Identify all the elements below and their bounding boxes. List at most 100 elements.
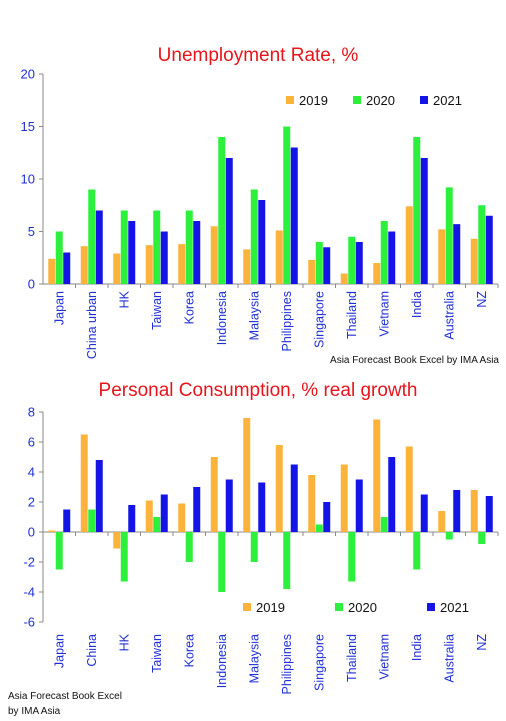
bar-2021 (388, 231, 396, 284)
bar-2021 (193, 221, 201, 284)
bar-2019 (308, 259, 316, 284)
bar-2021 (420, 158, 428, 284)
category-label: Australia (442, 634, 456, 683)
y-tick-label: 4 (28, 465, 35, 480)
unemployment-chart: Unemployment Rate, % 0 5 10 15 20 Japan China… (21, 45, 500, 366)
category-label: Vietnam (377, 291, 391, 337)
legend-swatch-2020 (353, 96, 361, 104)
category-label: China (85, 634, 99, 667)
bar-2020 (185, 532, 193, 562)
bar-2021 (355, 479, 363, 532)
legend-swatch-2020 (335, 603, 343, 611)
bar-2021 (193, 487, 201, 532)
consumption-chart: Personal Consumption, % real growth -6 -4… (8, 380, 499, 717)
bar-2021 (420, 494, 428, 532)
bar-2019 (405, 446, 413, 532)
bar-2020 (315, 524, 323, 532)
bar-2021 (388, 457, 396, 532)
bar-2019 (48, 258, 56, 284)
y-tick-label: 6 (28, 435, 35, 450)
category-label: China urban (85, 291, 99, 359)
legend-swatch-2021 (427, 603, 435, 611)
bar-2020 (445, 532, 453, 540)
y-tick-label: -2 (23, 555, 35, 570)
bar-2020 (250, 189, 258, 284)
legend-swatch-2019 (243, 603, 251, 611)
bar-2019 (470, 238, 478, 284)
category-label: Australia (442, 291, 456, 340)
bar-2019 (470, 490, 478, 532)
category-label: Indonesia (215, 634, 229, 688)
bar-2021 (63, 509, 71, 532)
bar-2020 (283, 532, 291, 589)
bar-2020 (153, 517, 161, 532)
bar-2020 (185, 210, 193, 284)
bar-2019 (145, 500, 153, 532)
legend-label-2020: 2020 (366, 93, 395, 108)
bar-2020 (55, 231, 63, 284)
bar-2019 (243, 418, 251, 532)
bar-2020 (283, 126, 291, 284)
bar-2020 (120, 210, 128, 284)
bar-2019 (113, 532, 121, 549)
bar-2020 (478, 532, 486, 544)
bar-2021 (355, 242, 363, 284)
source-note-line2: by IMA Asia (8, 706, 61, 717)
category-label: Taiwan (150, 634, 164, 673)
bar-2021 (128, 505, 136, 532)
bar-2019 (373, 263, 381, 284)
bar-2019 (243, 249, 251, 284)
category-label: Indonesia (215, 291, 229, 345)
category-label: HK (117, 633, 131, 651)
bar-2021 (258, 482, 266, 532)
bar-2019 (48, 530, 56, 532)
category-label: HK (117, 290, 131, 308)
bar-2021 (485, 496, 493, 532)
bar-2020 (153, 210, 161, 284)
y-tick-label: 8 (28, 405, 35, 420)
bar-2020 (218, 532, 226, 592)
chart-title: Personal Consumption, % real growth (99, 380, 418, 401)
category-label: Philippines (280, 634, 294, 694)
bar-2021 (63, 252, 71, 284)
category-label: India (410, 634, 424, 661)
bar-2019 (210, 457, 218, 532)
category-label: Philippines (280, 291, 294, 351)
bar-2019 (80, 434, 88, 532)
bar-2020 (445, 187, 453, 284)
bar-2019 (178, 244, 186, 284)
bar-2019 (340, 273, 348, 284)
y-tick-label: 15 (21, 119, 35, 134)
category-label: Singapore (312, 291, 326, 348)
chart-title: Unemployment Rate, % (158, 45, 359, 66)
bar-2021 (485, 215, 493, 284)
bar-2021 (290, 147, 298, 284)
y-tick-label: 5 (28, 224, 35, 239)
bar-2020 (88, 189, 96, 284)
bar-2019 (308, 475, 316, 532)
category-label: Korea (182, 634, 196, 667)
source-note: Asia Forecast Book Excel by IMA Asia (330, 355, 499, 366)
bar-2020 (413, 137, 421, 284)
legend-swatch-2021 (420, 96, 428, 104)
category-label: NZ (475, 634, 489, 651)
category-label: Korea (182, 291, 196, 324)
bar-2019 (178, 503, 186, 532)
bar-2019 (340, 464, 348, 532)
category-label: Singapore (312, 634, 326, 691)
category-label: Japan (52, 291, 66, 325)
bar-2021 (258, 200, 266, 284)
bar-2019 (113, 253, 121, 284)
bar-2019 (405, 206, 413, 284)
bar-2020 (348, 532, 356, 582)
legend-label-2019: 2019 (256, 600, 285, 615)
bar-2020 (55, 532, 63, 570)
bar-2021 (225, 479, 233, 532)
category-label: Japan (52, 634, 66, 668)
bar-2021 (95, 460, 103, 532)
category-label: NZ (475, 291, 489, 308)
y-tick-label: 0 (28, 525, 35, 540)
y-tick-label: 20 (21, 67, 35, 82)
bar-2021 (160, 494, 168, 532)
category-label: Thailand (345, 634, 359, 682)
